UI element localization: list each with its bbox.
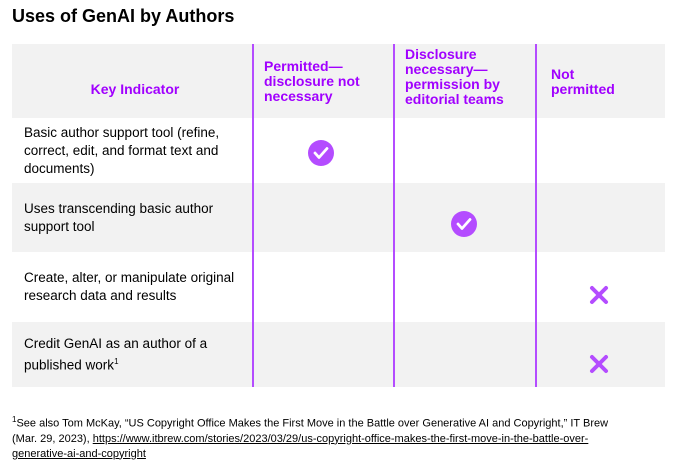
row-label: Uses transcending basic author support t… xyxy=(24,183,239,252)
row-text: Credit GenAI as an author of a published… xyxy=(24,335,208,373)
check-icon xyxy=(451,211,477,237)
column-divider xyxy=(535,44,537,387)
row-text: Basic author support tool (refine, corre… xyxy=(24,124,220,176)
cross-icon xyxy=(590,355,608,373)
row-bg xyxy=(12,118,665,183)
row-text: Uses transcending basic author support t… xyxy=(24,200,214,234)
footnote-ref: 1 xyxy=(114,356,119,366)
cross-icon xyxy=(590,286,608,304)
row-label: Create, alter, or manipulate original re… xyxy=(24,252,239,322)
row-bg xyxy=(12,252,665,322)
column-header: Not permitted xyxy=(551,66,615,97)
footnote-link[interactable]: https://www.itbrew.com/stories/2023/03/2… xyxy=(12,432,589,460)
row-text: Credit GenAI as an author of a published… xyxy=(24,335,239,375)
footnote-text: See also Tom McKay, “US Copyright Office… xyxy=(12,417,609,445)
header-row xyxy=(12,44,665,118)
footnote-number: 1 xyxy=(12,415,17,424)
row-bg xyxy=(12,322,665,387)
row-bg xyxy=(12,183,665,252)
column-header: Disclosure necessary—permission by edito… xyxy=(405,46,504,107)
title: Uses of GenAI by Authors xyxy=(12,6,235,26)
footnote: 1See also Tom McKay, “US Copyright Offic… xyxy=(12,412,632,462)
column-divider xyxy=(393,44,395,387)
column-divider xyxy=(252,44,254,387)
column-header: Permitted—disclosure not necessary xyxy=(264,57,360,104)
column-header: Key Indicator xyxy=(90,80,180,97)
check-icon xyxy=(308,140,334,166)
row-text: Create, alter, or manipulate original re… xyxy=(24,270,235,303)
row-label: Basic author support tool (refine, corre… xyxy=(24,118,239,183)
row-label: Credit GenAI as an author of a published… xyxy=(24,322,239,387)
